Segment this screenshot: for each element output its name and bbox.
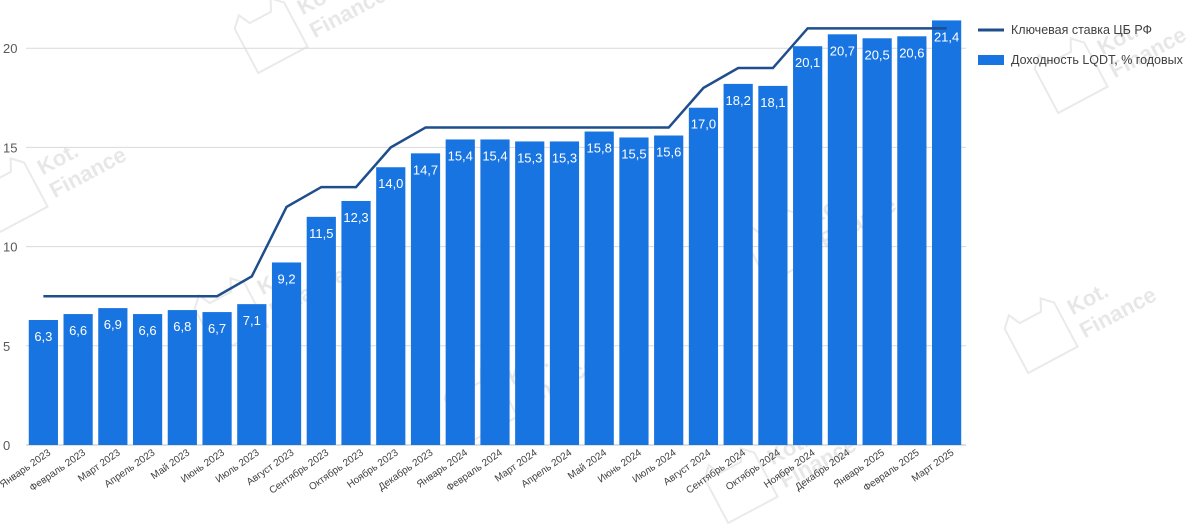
- y-tick-label: 10: [3, 240, 17, 255]
- bar: [688, 107, 719, 445]
- data-label: 15,3: [517, 150, 542, 165]
- line-series: [43, 27, 947, 298]
- bar: [897, 36, 927, 446]
- data-label: 6,6: [139, 323, 157, 338]
- bar: [654, 135, 684, 445]
- y-axis: 0 5 10 15 20: [3, 41, 17, 453]
- watermark-0: Kot.Finance: [233, 0, 390, 75]
- data-labels: 6,3 6,6 6,9 6,6 6,8 6,7 7,1 9,2 11,5 12,3 14,0 14,7…: [34, 29, 959, 344]
- data-label: 15,5: [621, 146, 646, 161]
- data-label: 18,2: [726, 93, 751, 108]
- data-label: 15,3: [552, 150, 577, 165]
- watermark-1: Kot.Finance: [0, 138, 130, 235]
- cat-logo-icon: [703, 447, 779, 525]
- bar: [445, 139, 475, 445]
- bar: [619, 137, 649, 446]
- bar: [932, 20, 962, 445]
- data-label: 14,7: [413, 162, 438, 177]
- data-label: 17,0: [691, 117, 716, 132]
- bar: [862, 38, 892, 445]
- watermark-5: Kot.Finance: [1003, 278, 1160, 375]
- bar: [549, 141, 580, 445]
- bar: [167, 310, 197, 445]
- data-label: 21,4: [934, 29, 959, 44]
- legend: Ключевая ставка ЦБ РФ Доходность LQDT, %…: [978, 23, 1184, 67]
- data-label: 6,3: [34, 329, 52, 344]
- data-label: 15,8: [587, 141, 612, 156]
- legend-bar-label: Доходность LQDT, % годовых: [1011, 53, 1184, 67]
- data-label: 15,6: [656, 145, 681, 160]
- bar: [376, 167, 406, 446]
- x-tick-label: Сентябрь 2023: [267, 446, 331, 496]
- data-label: 6,7: [208, 321, 226, 336]
- data-label: 20,6: [899, 45, 924, 60]
- bar: [202, 312, 232, 445]
- legend-line-label: Ключевая ставка ЦБ РФ: [1011, 23, 1152, 37]
- bar: [758, 85, 788, 446]
- cat-logo-icon: [1003, 297, 1079, 375]
- data-label: 15,4: [482, 148, 507, 163]
- legend-bar-swatch: [978, 55, 1004, 65]
- cat-logo-icon: [0, 157, 49, 235]
- bar: [132, 314, 163, 445]
- key-rate-line: [43, 27, 947, 298]
- bar: [271, 262, 302, 445]
- data-label: 7,1: [243, 313, 261, 328]
- bar: [341, 200, 371, 445]
- bar: [28, 320, 58, 445]
- data-label: 20,1: [795, 55, 820, 70]
- cat-logo-icon: [1033, 37, 1109, 115]
- x-tick-label: Сентябрь 2024: [684, 446, 748, 496]
- cat-logo-icon: [233, 0, 309, 75]
- bar: [723, 83, 753, 445]
- data-label: 9,2: [278, 271, 296, 286]
- data-label: 6,9: [104, 317, 122, 332]
- bar: [98, 308, 128, 445]
- bar: [410, 153, 441, 445]
- y-tick-label: 0: [3, 438, 10, 453]
- y-tick-label: 5: [3, 339, 10, 354]
- data-label: 18,1: [760, 95, 785, 110]
- bar: [63, 314, 93, 445]
- data-label: 12,3: [343, 210, 368, 225]
- data-label: 20,5: [864, 47, 889, 62]
- bar: [827, 34, 857, 446]
- bar: [584, 131, 614, 445]
- data-label: 6,6: [69, 323, 87, 338]
- bar: [515, 141, 545, 445]
- cat-logo-icon: [193, 277, 269, 355]
- bar: [793, 46, 823, 445]
- bar: [480, 139, 510, 445]
- bar: [306, 216, 336, 445]
- data-label: 20,7: [830, 43, 855, 58]
- y-tick-label: 20: [3, 41, 17, 56]
- data-label: 11,5: [309, 226, 333, 241]
- bar: [237, 304, 267, 445]
- data-label: 14,0: [378, 176, 403, 191]
- bar-series: [28, 20, 962, 446]
- data-label: 6,8: [173, 319, 191, 334]
- y-tick-label: 15: [3, 140, 17, 155]
- data-label: 15,4: [448, 148, 473, 163]
